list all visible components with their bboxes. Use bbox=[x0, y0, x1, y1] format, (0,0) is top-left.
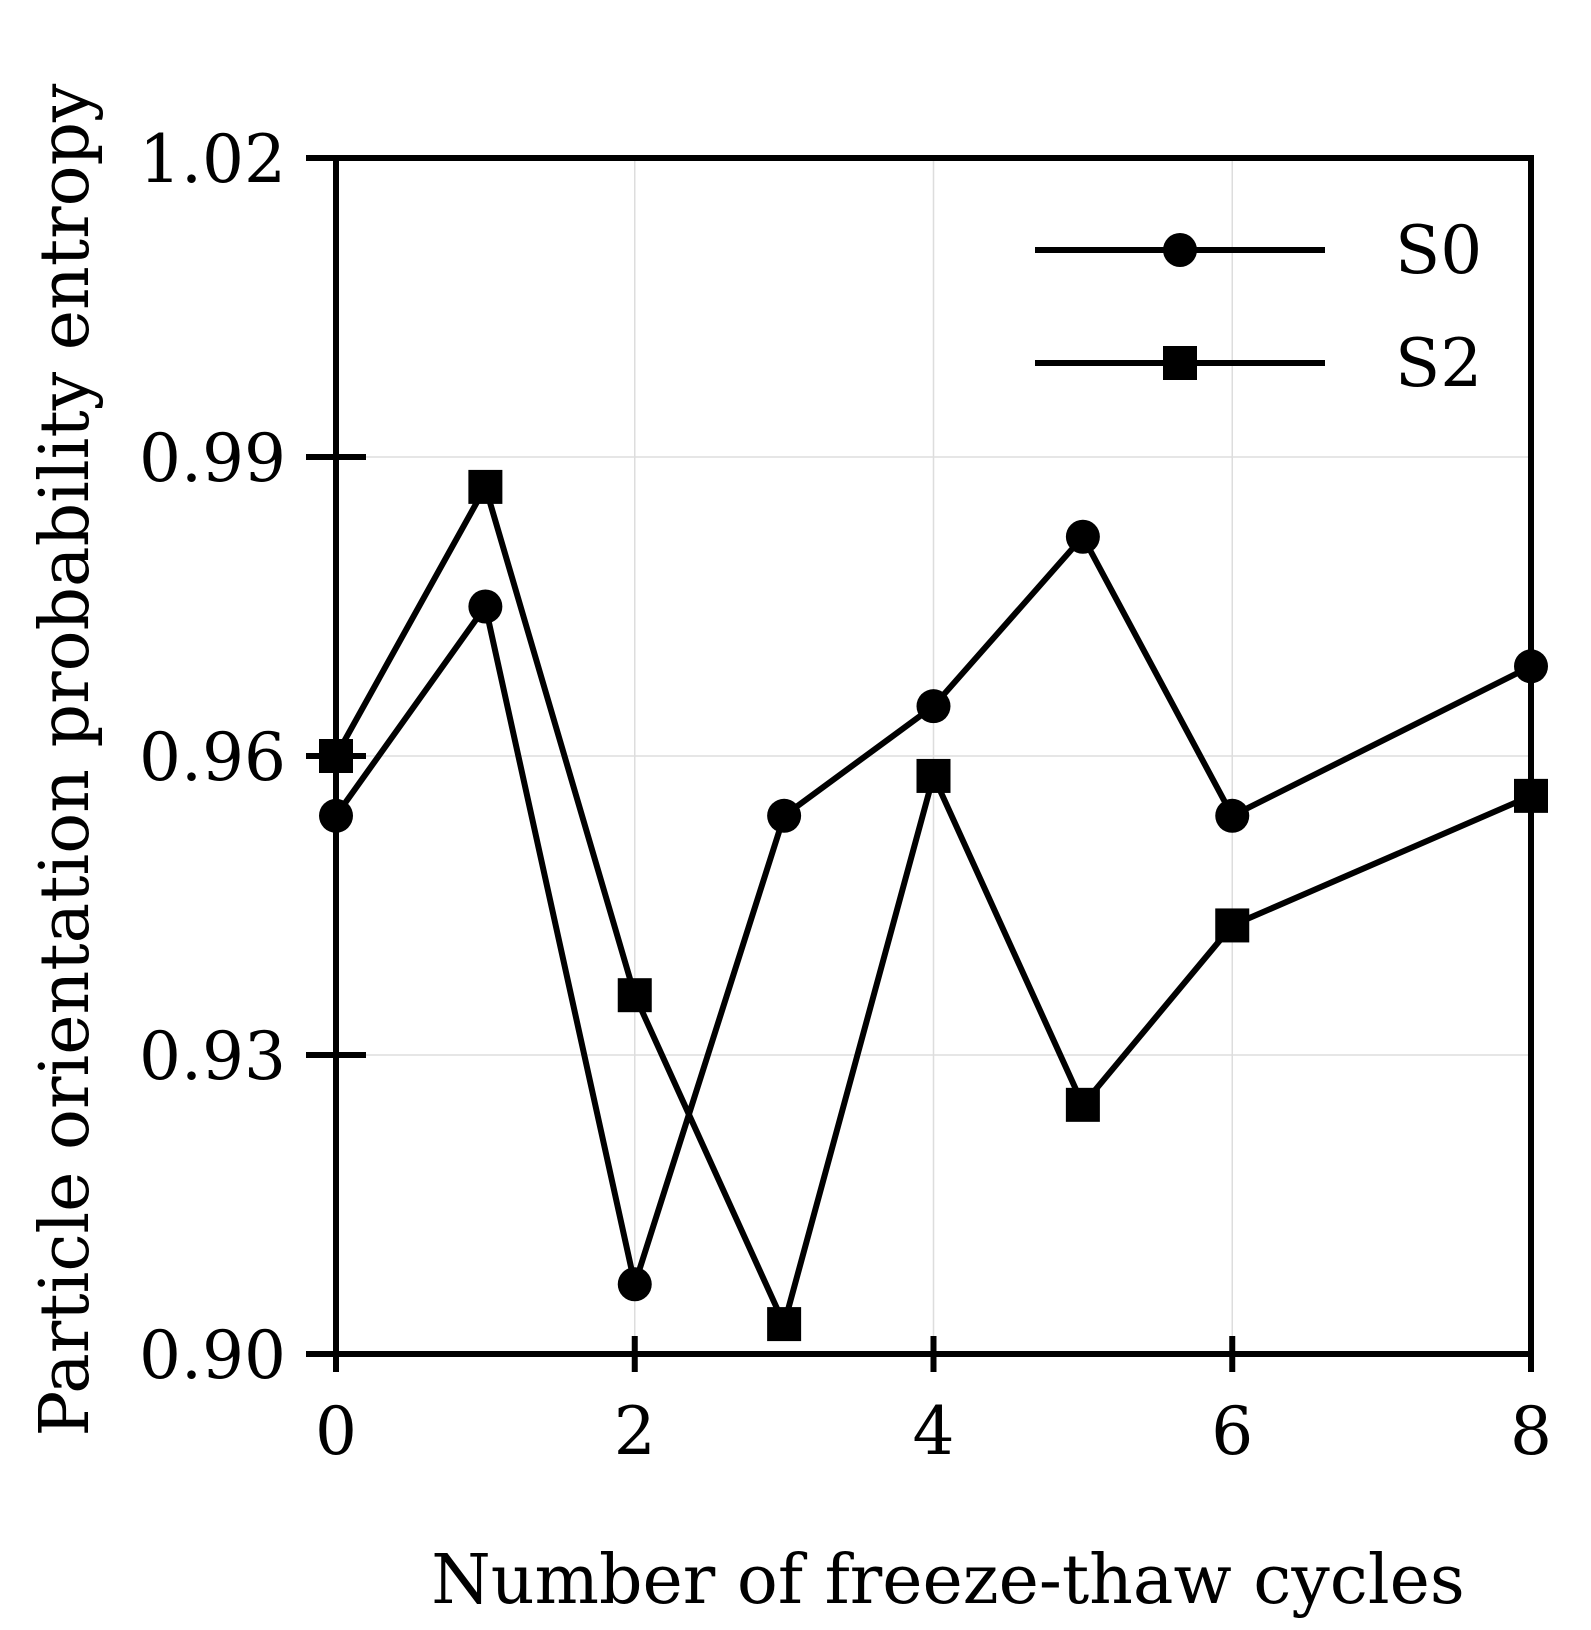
legend-marker-s2 bbox=[1163, 346, 1197, 380]
point-s2-5 bbox=[1065, 1087, 1100, 1122]
x-tick-label-4: 8 bbox=[1510, 1393, 1552, 1470]
point-s0-3 bbox=[767, 798, 802, 833]
x-tick-label-1: 2 bbox=[614, 1393, 656, 1470]
y-axis-title: Particle orientation probability entropy bbox=[26, 83, 105, 1437]
series-line-s2 bbox=[333, 479, 1533, 1333]
x-axis-title: Number of freeze-thaw cycles bbox=[431, 1541, 1465, 1620]
y-tick-label-2: 0.96 bbox=[139, 719, 286, 796]
point-s2-1 bbox=[468, 469, 503, 504]
series-layer bbox=[319, 469, 1548, 1342]
x-tick-label-0: 0 bbox=[315, 1393, 357, 1470]
y-tick-label-3: 0.99 bbox=[139, 420, 286, 497]
point-s2-7 bbox=[1514, 778, 1548, 813]
tick-labels: 0 2 4 6 8 0.90 0.93 0.96 0.99 1.02 bbox=[139, 121, 1552, 1470]
x-tick-label-2: 4 bbox=[913, 1393, 955, 1470]
point-s2-4 bbox=[916, 758, 951, 793]
legend-label-s2: S2 bbox=[1395, 325, 1482, 402]
point-s2-3 bbox=[767, 1307, 802, 1342]
legend-marker-s0 bbox=[1163, 233, 1197, 267]
x-tick-label-3: 6 bbox=[1211, 1393, 1253, 1470]
legend-label-s0: S0 bbox=[1395, 212, 1482, 289]
point-s2-0 bbox=[319, 739, 353, 773]
point-s0-5 bbox=[1065, 519, 1100, 554]
point-s0-1 bbox=[468, 589, 503, 624]
y-tick-label-0: 0.90 bbox=[139, 1317, 286, 1394]
legend: S0 S2 bbox=[1035, 212, 1482, 402]
point-s0-7 bbox=[1514, 649, 1548, 684]
grid-lines bbox=[336, 158, 1531, 1354]
y-tick-label-1: 0.93 bbox=[139, 1018, 286, 1095]
point-s0-0 bbox=[319, 798, 353, 833]
y-tick-label-4: 1.02 bbox=[139, 121, 286, 198]
point-s2-2 bbox=[617, 978, 652, 1013]
point-s0-2 bbox=[617, 1267, 652, 1302]
point-s0-4 bbox=[916, 689, 951, 724]
point-s0-6 bbox=[1215, 798, 1250, 833]
point-s2-6 bbox=[1215, 908, 1250, 943]
series-line-s0 bbox=[333, 531, 1533, 1296]
